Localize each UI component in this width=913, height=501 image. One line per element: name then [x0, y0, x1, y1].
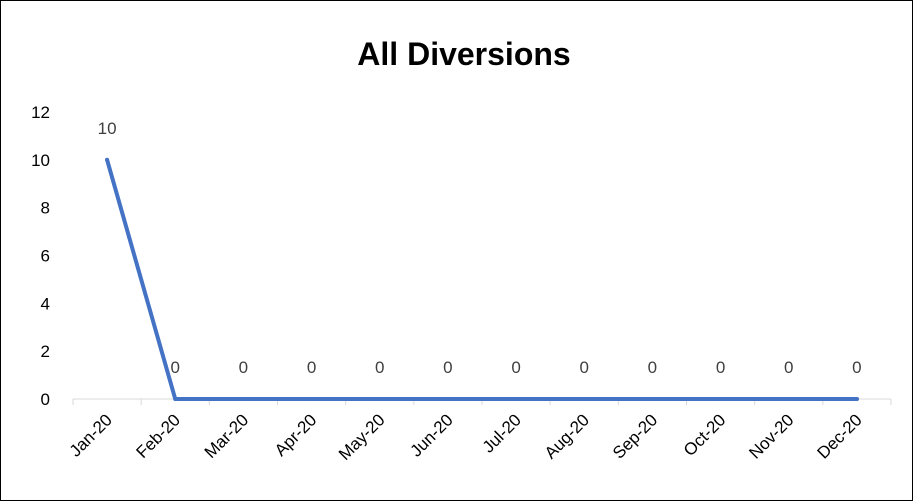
x-tick-label: Aug-20 — [541, 410, 593, 462]
data-label: 0 — [511, 358, 520, 377]
x-tick-label: Apr-20 — [271, 410, 321, 460]
data-point — [718, 397, 723, 401]
data-point — [309, 397, 314, 401]
data-label: 0 — [443, 358, 452, 377]
data-label: 0 — [648, 358, 657, 377]
y-tick-label: 10 — [31, 151, 50, 170]
data-label: 0 — [852, 358, 861, 377]
x-axis-ticks: Jan-20 Feb-20 Mar-20 Apr-20 May-20 Jun-20 Jul-… — [66, 399, 892, 464]
series-layer — [105, 157, 859, 401]
data-label: 0 — [307, 358, 316, 377]
data-point — [445, 397, 450, 401]
data-label: 10 — [98, 119, 117, 138]
data-labels: 10 0 0 0 0 0 0 0 0 0 0 0 — [98, 119, 862, 377]
data-point — [786, 397, 791, 401]
x-tick-label: Jun-20 — [407, 410, 457, 460]
data-point — [173, 397, 178, 401]
y-tick-label: 2 — [41, 342, 50, 361]
y-axis-ticks: 0 2 4 6 8 10 12 — [31, 103, 50, 409]
data-label: 0 — [239, 358, 248, 377]
data-point — [377, 397, 382, 401]
x-tick-label: Dec-20 — [814, 410, 866, 462]
data-label: 0 — [716, 358, 725, 377]
data-point — [854, 397, 859, 401]
x-tick-label: May-20 — [335, 410, 389, 464]
x-tick-label: Jan-20 — [66, 410, 116, 460]
data-label: 0 — [784, 358, 793, 377]
data-point — [582, 397, 587, 401]
x-tick-label: Nov-20 — [745, 410, 797, 462]
y-tick-label: 4 — [41, 294, 50, 313]
x-tick-label: Sep-20 — [609, 410, 661, 462]
data-point — [105, 157, 110, 162]
data-label: 0 — [580, 358, 589, 377]
x-tick-label: Feb-20 — [133, 410, 185, 462]
data-point — [241, 397, 246, 401]
x-tick-label: Mar-20 — [201, 410, 253, 462]
series-line — [105, 157, 859, 401]
data-point — [514, 397, 519, 401]
data-label: 0 — [375, 358, 384, 377]
x-tick-label: Jul-20 — [479, 410, 525, 456]
y-tick-label: 6 — [41, 247, 50, 266]
y-tick-label: 12 — [31, 103, 50, 122]
y-tick-label: 0 — [41, 390, 50, 409]
data-point — [650, 397, 655, 401]
x-tick-label: Oct-20 — [680, 410, 730, 460]
y-tick-label: 8 — [41, 199, 50, 218]
chart-title: All Diversions — [357, 36, 570, 72]
data-label: 0 — [171, 358, 180, 377]
